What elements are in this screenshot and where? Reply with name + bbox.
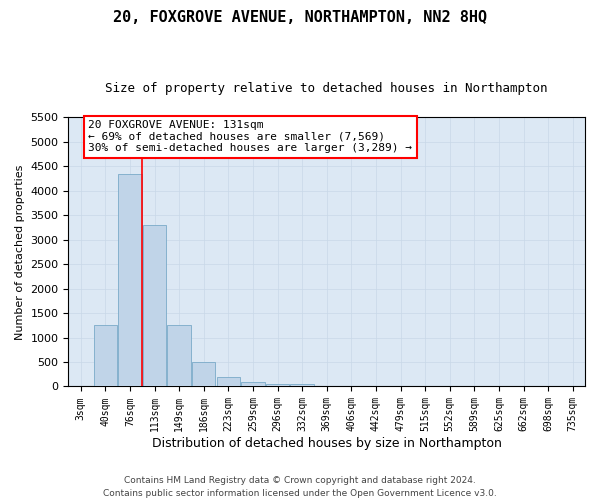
Y-axis label: Number of detached properties: Number of detached properties xyxy=(15,164,25,340)
Bar xyxy=(241,382,265,386)
Bar xyxy=(94,326,117,386)
Title: Size of property relative to detached houses in Northampton: Size of property relative to detached ho… xyxy=(106,82,548,96)
Text: 20, FOXGROVE AVENUE, NORTHAMPTON, NN2 8HQ: 20, FOXGROVE AVENUE, NORTHAMPTON, NN2 8H… xyxy=(113,10,487,25)
X-axis label: Distribution of detached houses by size in Northampton: Distribution of detached houses by size … xyxy=(152,437,502,450)
Bar xyxy=(143,225,166,386)
Bar xyxy=(118,174,142,386)
Text: Contains HM Land Registry data © Crown copyright and database right 2024.
Contai: Contains HM Land Registry data © Crown c… xyxy=(103,476,497,498)
Bar xyxy=(192,362,215,386)
Bar xyxy=(290,384,314,386)
Bar xyxy=(167,326,191,386)
Bar xyxy=(217,376,240,386)
Bar xyxy=(266,384,289,386)
Text: 20 FOXGROVE AVENUE: 131sqm
← 69% of detached houses are smaller (7,569)
30% of s: 20 FOXGROVE AVENUE: 131sqm ← 69% of deta… xyxy=(88,120,412,153)
